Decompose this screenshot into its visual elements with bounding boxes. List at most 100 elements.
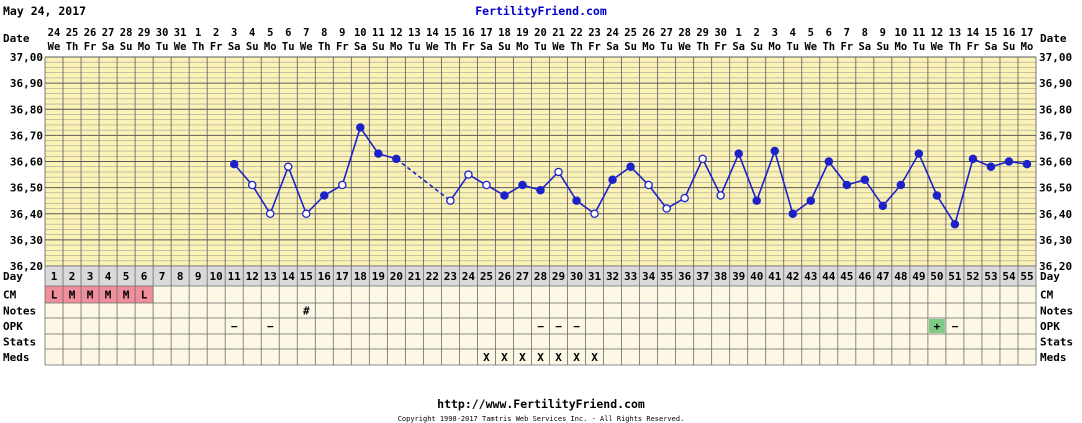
day-number: 26 bbox=[498, 270, 512, 283]
y-tick-label-left: 36,60 bbox=[10, 156, 43, 169]
weekday-tick-label: We bbox=[48, 41, 61, 53]
opk-cell-value: − bbox=[537, 320, 544, 333]
date-tick-label: 22 bbox=[570, 27, 583, 39]
day-number: 37 bbox=[696, 270, 709, 283]
weekday-tick-label: Th bbox=[66, 41, 79, 53]
temperature-point bbox=[320, 191, 329, 200]
temperature-point bbox=[229, 159, 239, 169]
meds-cell-value: X bbox=[573, 351, 580, 364]
temperature-point bbox=[770, 146, 779, 156]
temperature-point-hollow bbox=[554, 167, 563, 177]
date-tick-label: 11 bbox=[913, 27, 926, 39]
weekday-tick-label: Mo bbox=[390, 41, 403, 53]
date-tick-label: 8 bbox=[862, 27, 868, 39]
y-tick-label-right: 36,60 bbox=[1039, 156, 1072, 169]
notes-row-label-right: Notes bbox=[1040, 305, 1073, 318]
weekday-tick-label: Tu bbox=[534, 41, 547, 53]
y-tick-label-right: 36,80 bbox=[1039, 103, 1072, 116]
footer-url[interactable]: http://www.FertilityFriend.com bbox=[437, 397, 645, 411]
weekday-tick-label: Mo bbox=[1021, 41, 1034, 53]
day-number: 22 bbox=[426, 270, 439, 283]
date-tick-label: 28 bbox=[120, 27, 133, 39]
meds-cell-value: X bbox=[519, 351, 526, 364]
temperature-point bbox=[626, 162, 635, 171]
day-number: 25 bbox=[480, 270, 493, 283]
cm-cell-value: M bbox=[105, 289, 112, 302]
temperature-point-hollow bbox=[464, 170, 473, 179]
y-tick-label-left: 36,80 bbox=[10, 103, 43, 116]
date-tick-label: 5 bbox=[267, 27, 273, 39]
day-number: 40 bbox=[750, 270, 763, 283]
temperature-point-hollow bbox=[716, 191, 725, 200]
weekday-tick-label: Tu bbox=[156, 41, 169, 53]
day-row-bg bbox=[45, 266, 1036, 286]
weekday-tick-label: We bbox=[300, 41, 313, 53]
notes-row-label: Notes bbox=[3, 305, 36, 318]
site-name[interactable]: FertilityFriend.com bbox=[475, 4, 607, 18]
chart-grid bbox=[44, 56, 1037, 267]
weekday-tick-label: Th bbox=[949, 41, 962, 53]
temperature-segment bbox=[683, 158, 704, 199]
cm-cell-bg bbox=[99, 286, 118, 303]
weekday-tick-label: Sa bbox=[228, 41, 241, 53]
cm-cell-bg bbox=[117, 286, 136, 303]
y-tick-label-left: 36,70 bbox=[10, 129, 43, 142]
temperature-point bbox=[734, 149, 743, 158]
date-tick-label: 12 bbox=[931, 27, 944, 39]
opk-cell-value: − bbox=[231, 320, 238, 333]
day-number: 33 bbox=[624, 270, 637, 283]
day-number: 4 bbox=[105, 270, 112, 283]
y-tick-label-right: 36,30 bbox=[1039, 234, 1072, 247]
day-number: 1 bbox=[51, 270, 58, 283]
day-number: 11 bbox=[228, 270, 242, 283]
day-number: 54 bbox=[1002, 270, 1016, 283]
day-number: 12 bbox=[246, 270, 259, 283]
temperature-point bbox=[950, 219, 960, 229]
date-tick-label: 20 bbox=[534, 27, 547, 39]
meds-cell-value: X bbox=[501, 351, 508, 364]
weekday-tick-label: Sa bbox=[606, 41, 619, 53]
day-number: 41 bbox=[768, 270, 782, 283]
date-tick-label: 21 bbox=[552, 27, 565, 39]
temperature-segment bbox=[359, 127, 379, 155]
temperature-point bbox=[572, 196, 581, 205]
date-tick-label: 8 bbox=[321, 27, 327, 39]
chart-table: Day Day CM CM Notes Notes OPK OPK Stats Stats Meds… bbox=[0, 265, 1073, 366]
temperature-point bbox=[536, 185, 545, 195]
day-number: 47 bbox=[876, 270, 889, 283]
date-tick-label: 27 bbox=[102, 27, 115, 39]
y-tick-label-left: 36,90 bbox=[10, 77, 43, 90]
weekday-tick-label: Th bbox=[570, 41, 583, 53]
date-tick-label: 7 bbox=[844, 27, 850, 39]
opk-positive-bg bbox=[928, 319, 945, 333]
day-number: 16 bbox=[318, 270, 332, 283]
date-tick-label: 14 bbox=[426, 27, 439, 39]
temperature-point bbox=[392, 154, 401, 164]
temperature-point bbox=[374, 149, 383, 158]
day-number: 3 bbox=[87, 270, 94, 283]
y-tick-label-right: 36,50 bbox=[1039, 182, 1072, 195]
day-number: 55 bbox=[1020, 270, 1033, 283]
day-number: 43 bbox=[804, 270, 817, 283]
day-number: 7 bbox=[159, 270, 166, 283]
temperature-point-hollow bbox=[698, 154, 707, 164]
weekday-tick-label: Mo bbox=[895, 41, 908, 53]
cm-row-label-right: CM bbox=[1040, 289, 1054, 302]
day-number: 50 bbox=[930, 270, 943, 283]
temperature-point-hollow bbox=[283, 162, 293, 171]
day-number: 17 bbox=[336, 270, 349, 283]
weekday-tick-label: Su bbox=[246, 41, 259, 53]
weekday-tick-label: Mo bbox=[516, 41, 529, 53]
opk-cell-value: − bbox=[952, 320, 959, 333]
temperature-segment bbox=[251, 184, 271, 215]
meds-cell-value: X bbox=[483, 351, 490, 364]
day-number: 10 bbox=[210, 270, 223, 283]
temperature-segment bbox=[593, 179, 614, 215]
temperature-segment bbox=[864, 179, 884, 207]
temperature-segment bbox=[305, 194, 325, 215]
temperature-point bbox=[986, 162, 996, 171]
temperature-point-hollow bbox=[662, 204, 671, 213]
y-tick-label-right: 36,90 bbox=[1039, 77, 1072, 90]
day-number: 6 bbox=[141, 270, 148, 283]
